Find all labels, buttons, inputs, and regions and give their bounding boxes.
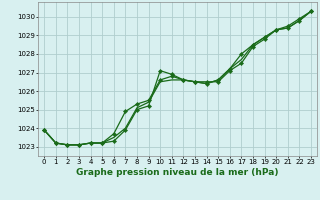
X-axis label: Graphe pression niveau de la mer (hPa): Graphe pression niveau de la mer (hPa)	[76, 168, 279, 177]
